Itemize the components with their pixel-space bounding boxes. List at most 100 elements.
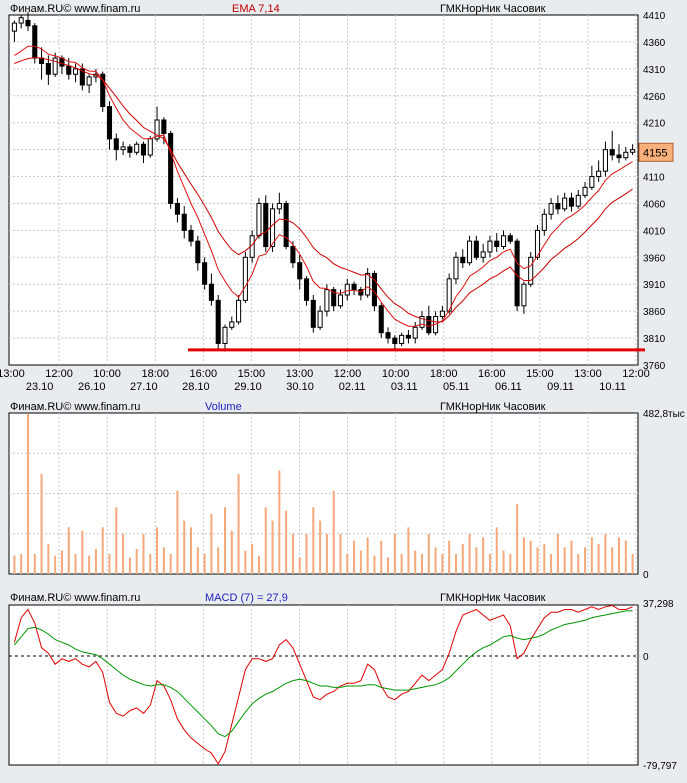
- volume-bar: [81, 530, 84, 574]
- volume-bar: [380, 540, 383, 574]
- ema7-line: [14, 45, 633, 327]
- volume-bar: [631, 553, 634, 574]
- volume-bar: [305, 533, 308, 574]
- candle-body: [439, 310, 445, 318]
- candle-body: [446, 278, 452, 312]
- date-tick-label: 27.10: [130, 381, 158, 393]
- candle-body: [317, 310, 323, 328]
- volume-source: Финам.RU© www.finam.ru: [10, 401, 140, 413]
- volume-bar: [570, 540, 573, 574]
- candle-body: [630, 149, 636, 153]
- volume-bar: [325, 533, 328, 574]
- volume-bar: [26, 413, 29, 574]
- candle-body: [616, 154, 622, 159]
- candle-body: [358, 289, 364, 296]
- candle-body: [106, 106, 113, 140]
- volume-indicator: Volume: [205, 401, 242, 413]
- macd-y-tick: -79,797: [643, 761, 677, 772]
- candle-body: [154, 119, 160, 140]
- volume-bar: [434, 547, 437, 574]
- candle-body: [405, 334, 411, 339]
- candle-body: [473, 240, 479, 258]
- volume-bar: [421, 553, 424, 574]
- candle-body: [127, 146, 133, 153]
- volume-bar: [448, 540, 451, 574]
- volume-bar: [556, 533, 559, 574]
- volume-grid: [9, 413, 638, 574]
- time-tick-label: 12:00: [45, 368, 73, 380]
- volume-y-zero: 0: [643, 570, 649, 581]
- volume-bar: [488, 553, 491, 574]
- volume-bar: [149, 553, 152, 574]
- volume-bar: [101, 527, 104, 574]
- date-tick-label: 06.11: [495, 381, 522, 393]
- volume-bar: [387, 557, 390, 574]
- candle-body: [66, 65, 72, 75]
- price-instrument: ГМКНорНик Часовик: [440, 3, 546, 15]
- candle-body: [534, 229, 541, 258]
- time-tick-label: 12:00: [622, 368, 650, 380]
- price-y-tick: 4010: [643, 226, 666, 237]
- volume-bar: [257, 555, 260, 574]
- candle-body: [181, 213, 187, 231]
- candle-body: [113, 138, 119, 151]
- candle-body: [100, 73, 106, 108]
- macd-y-tick: 37,298: [643, 599, 674, 610]
- volume-bar: [40, 473, 43, 574]
- volume-bar: [60, 550, 63, 574]
- time-tick-label: 18:00: [430, 368, 458, 380]
- volume-bar: [54, 555, 57, 574]
- volume-bar: [400, 553, 403, 574]
- volume-bar: [502, 550, 505, 574]
- price-source: Финам.RU© www.finam.ru: [10, 3, 140, 15]
- price-y-tick: 4310: [643, 65, 666, 76]
- time-tick-label: 13:00: [0, 368, 25, 380]
- candle-body: [426, 316, 432, 334]
- time-tick-label: 16:00: [478, 368, 506, 380]
- candle-body: [297, 262, 303, 280]
- date-tick-label: 10.11: [599, 381, 626, 393]
- volume-bar: [271, 520, 274, 574]
- macd-instrument: ГМКНорНик Часовик: [440, 592, 546, 604]
- volume-bar: [346, 553, 349, 574]
- candle-body: [270, 208, 276, 248]
- volume-bar: [611, 547, 614, 574]
- macd-indicator: MACD (7) = 27,9: [205, 592, 288, 604]
- volume-bar: [454, 553, 457, 574]
- candle-body: [575, 194, 581, 207]
- candle-body: [120, 146, 126, 151]
- candle-body: [385, 332, 391, 339]
- volume-bar: [237, 473, 240, 574]
- volume-bar: [94, 548, 97, 574]
- volume-bar: [414, 550, 417, 574]
- volume-bar: [122, 533, 125, 574]
- volume-bar: [577, 553, 580, 574]
- candle-body: [555, 202, 561, 210]
- candle-body: [168, 132, 174, 204]
- candle-body: [140, 143, 147, 156]
- candle-body: [147, 138, 153, 156]
- candle-body: [236, 299, 242, 323]
- candle-body: [507, 235, 513, 242]
- candle-body: [480, 251, 486, 258]
- volume-bar: [285, 510, 288, 574]
- volume-bar: [108, 553, 111, 574]
- volume-y-axis: 482,8тыс 0: [643, 409, 685, 581]
- price-x-axis: 13:00 12:00 10:00 18:00 16:00 15:00 13:00 12:00…: [0, 368, 650, 393]
- candle-body: [195, 240, 201, 264]
- volume-bar: [115, 507, 118, 574]
- volume-bar: [176, 490, 179, 574]
- volume-bar: [475, 547, 478, 574]
- date-tick-label: 05.11: [443, 381, 470, 393]
- volume-bar: [516, 503, 519, 574]
- price-y-tick: 4360: [643, 38, 666, 49]
- volume-bar: [74, 553, 77, 574]
- candle-body: [548, 202, 554, 215]
- candle-body: [589, 176, 595, 188]
- macd-source: Финам.RU© www.finam.ru: [10, 592, 140, 604]
- volume-bar: [584, 547, 587, 574]
- candle-body: [460, 256, 466, 264]
- candle-body: [419, 316, 425, 328]
- volume-bar: [135, 548, 138, 574]
